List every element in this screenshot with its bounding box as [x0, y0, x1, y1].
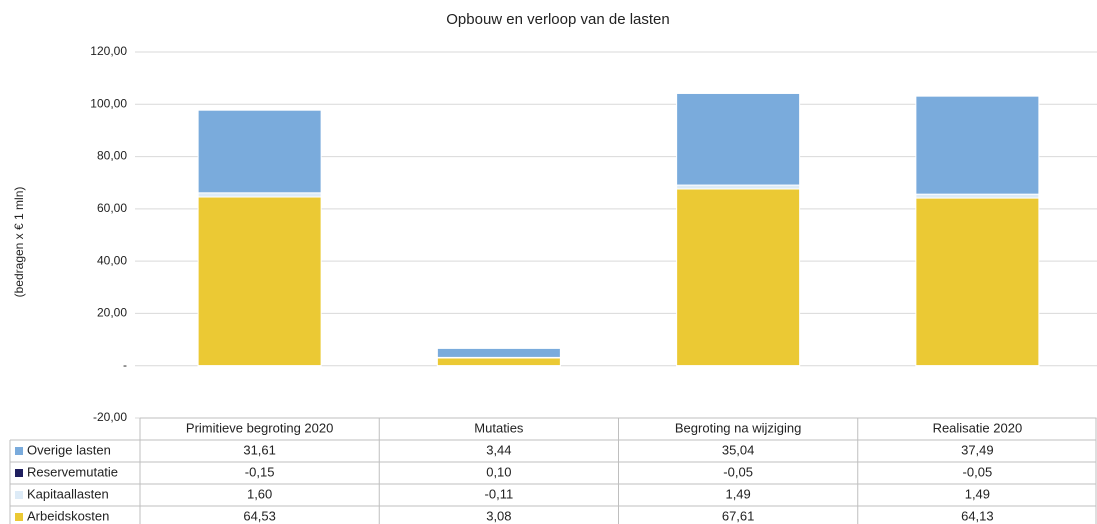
table-value: 3,08: [486, 508, 511, 523]
y-tick-label: 80,00: [97, 149, 127, 163]
legend-key: [15, 469, 23, 477]
table-value: 1,60: [247, 486, 272, 501]
y-tick-label: 60,00: [97, 201, 127, 215]
table-value: 0,10: [486, 464, 511, 479]
bar-segment: [915, 95, 1040, 195]
chart-title: Opbouw en verloop van de lasten: [446, 11, 669, 28]
category-label: Mutaties: [474, 420, 524, 435]
bar-segment: [197, 196, 322, 367]
table-value: 67,61: [722, 508, 755, 523]
category-label: Primitieve begroting 2020: [186, 420, 333, 435]
legend-key: [15, 513, 23, 521]
legend-key: [15, 491, 23, 499]
bar-segment: [436, 347, 561, 358]
table-value: 1,49: [965, 486, 990, 501]
y-tick-label: 40,00: [97, 253, 127, 267]
y-axis-label: (bedragen x € 1 mln): [12, 187, 26, 298]
bar-segment: [197, 365, 322, 367]
bar-segment: [676, 188, 801, 367]
table-value: 31,61: [243, 442, 276, 457]
bar-segment: [197, 109, 322, 194]
table-value: -0,05: [723, 464, 753, 479]
table-value: -0,11: [485, 486, 514, 501]
bar-segment: [915, 193, 1040, 199]
bar-segment: [915, 365, 1040, 367]
legend-label: Arbeidskosten: [27, 508, 109, 523]
table-value: 64,53: [243, 508, 276, 523]
legend-label: Reservemutatie: [27, 464, 118, 479]
table-value: 35,04: [722, 442, 755, 457]
bar-segment: [436, 365, 561, 367]
legend-label: Overige lasten: [27, 442, 111, 457]
y-tick-label: 20,00: [97, 306, 127, 320]
bar-segment: [676, 365, 801, 367]
bar-segment: [197, 192, 322, 198]
y-tick-label: 120,00: [90, 44, 127, 58]
table-value: 1,49: [725, 486, 750, 501]
table-value: -0,15: [245, 464, 275, 479]
legend-label: Kapitaallasten: [27, 486, 109, 501]
y-tick-label: -20,00: [93, 410, 127, 424]
bar-segment: [676, 92, 801, 186]
bar-segment: [915, 197, 1040, 367]
category-label: Realisatie 2020: [933, 420, 1023, 435]
legend-key: [15, 447, 23, 455]
category-label: Begroting na wijziging: [675, 420, 801, 435]
table-value: -0,05: [963, 464, 993, 479]
y-tick-label: -: [123, 358, 127, 372]
bar-segment: [676, 184, 801, 190]
y-tick-label: 100,00: [90, 96, 127, 110]
table-value: 64,13: [961, 508, 994, 523]
table-value: 37,49: [961, 442, 994, 457]
bar-segment: [436, 357, 561, 367]
table-value: 3,44: [486, 442, 511, 457]
